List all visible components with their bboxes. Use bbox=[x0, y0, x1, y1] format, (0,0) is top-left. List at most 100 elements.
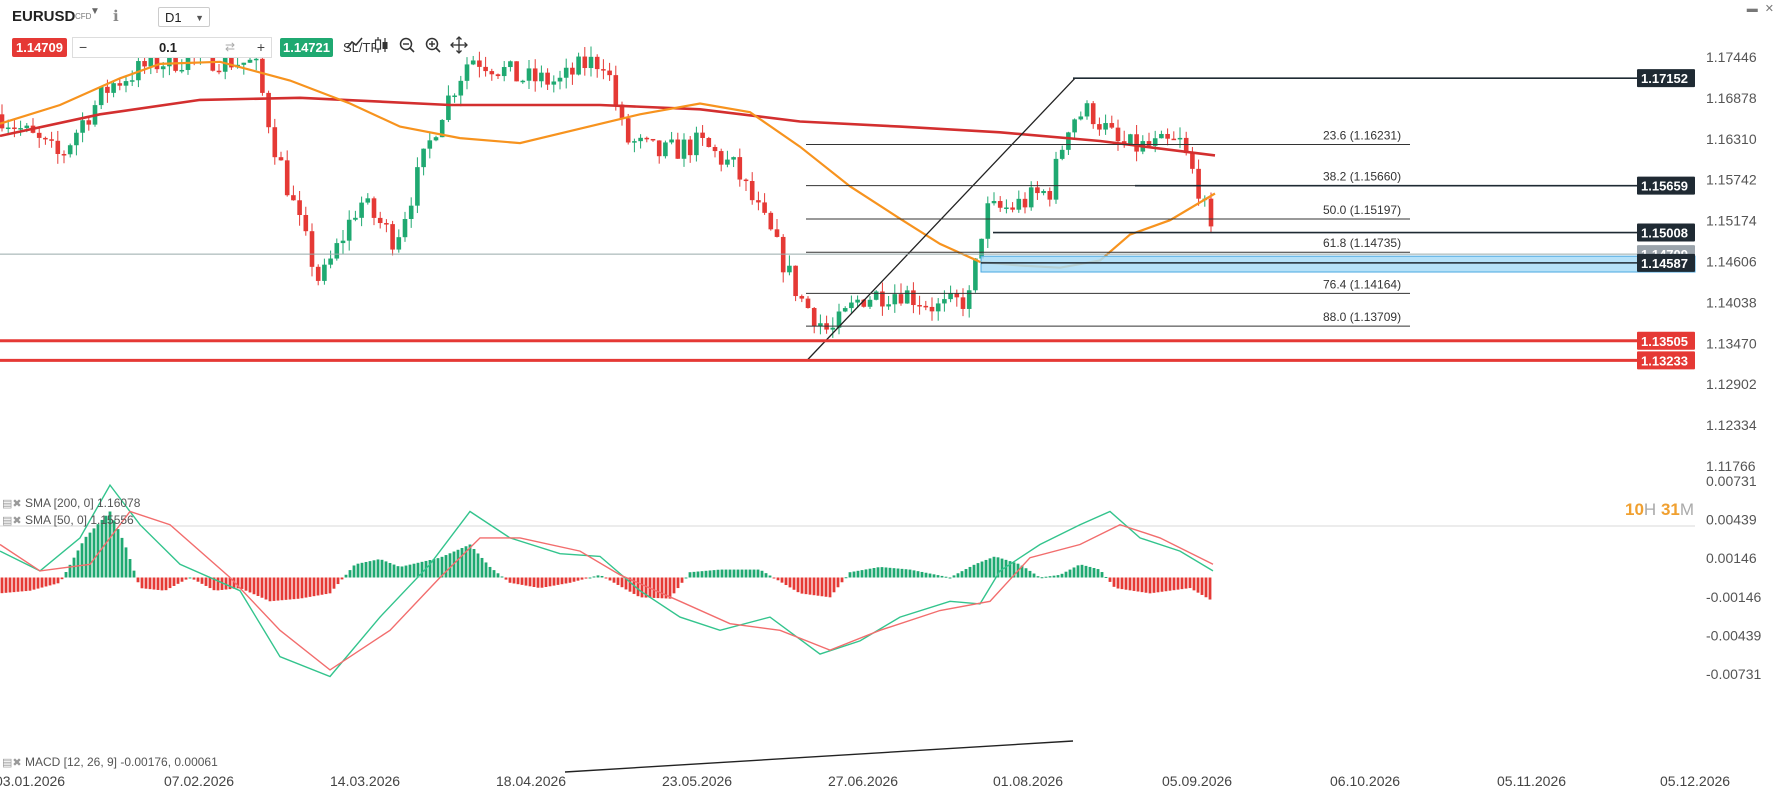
macd-histogram-bar bbox=[748, 569, 752, 578]
buy-button[interactable]: 1.14721 bbox=[280, 38, 333, 57]
macd-histogram-bar bbox=[780, 577, 784, 583]
macd-histogram-bar bbox=[768, 575, 772, 578]
sma200-legend[interactable]: ▤✖ SMA [200, 0] 1.16078 bbox=[2, 496, 140, 510]
sma50-legend[interactable]: ▤✖ SMA [50, 0] 1.15556 bbox=[2, 513, 134, 527]
sell-button[interactable]: 1.14709 bbox=[12, 38, 67, 57]
chevron-down-icon: ▼ bbox=[195, 13, 204, 23]
macd-histogram-bar bbox=[368, 561, 372, 578]
macd-histogram-bar bbox=[44, 577, 48, 587]
macd-histogram-bar bbox=[4, 577, 8, 593]
info-icon[interactable]: ℹ bbox=[113, 8, 119, 25]
macd-histogram-bar bbox=[348, 570, 352, 578]
candle-body bbox=[563, 67, 569, 78]
candle-body bbox=[526, 68, 532, 81]
macd-histogram-bar bbox=[660, 577, 664, 599]
candle-body bbox=[247, 59, 253, 63]
candle-body bbox=[1109, 123, 1115, 128]
legend-menu-icon[interactable]: ▤✖ bbox=[2, 498, 22, 510]
candle-body bbox=[495, 74, 501, 77]
macd-legend[interactable]: ▤✖ MACD [12, 26, 9] -0.00176, 0.00061 bbox=[2, 755, 218, 769]
symbol-dropdown-icon[interactable]: ▼ bbox=[90, 6, 100, 17]
candle-body bbox=[923, 305, 929, 308]
zoom-out-icon[interactable] bbox=[399, 37, 415, 53]
fib-level-label: 50.0 (1.15197) bbox=[1323, 203, 1401, 217]
candle-body bbox=[1010, 207, 1015, 210]
macd-histogram-bar bbox=[224, 577, 228, 590]
macd-histogram-bar bbox=[312, 577, 316, 597]
macd-histogram-bar bbox=[532, 577, 536, 588]
macd-tick-label: 0.00731 bbox=[1706, 473, 1757, 489]
increase-button[interactable]: + bbox=[256, 39, 265, 55]
macd-histogram-bar bbox=[752, 569, 756, 578]
x-tick-label: 27.06.2026 bbox=[828, 773, 898, 789]
close-icon[interactable]: ✕ bbox=[1764, 3, 1774, 15]
candle-body bbox=[997, 201, 1003, 208]
candle-body bbox=[142, 61, 147, 67]
macd-histogram-bar bbox=[1156, 577, 1160, 593]
y-tick-label: 1.11766 bbox=[1706, 458, 1756, 474]
candle-body bbox=[309, 231, 315, 267]
macd-histogram-bar bbox=[684, 577, 688, 579]
macd-histogram-bar bbox=[892, 568, 896, 578]
candle-body bbox=[173, 51, 178, 71]
macd-histogram-bar bbox=[576, 577, 580, 581]
y-tick-label: 1.16878 bbox=[1706, 90, 1757, 106]
macd-histogram-bar bbox=[1008, 561, 1012, 578]
sltp-button[interactable]: SL/TP bbox=[343, 40, 380, 55]
candle-body bbox=[911, 290, 916, 306]
quantity-input[interactable]: 0.1 bbox=[158, 40, 178, 55]
candle-body bbox=[1171, 138, 1177, 141]
candle-body bbox=[948, 293, 953, 300]
candle-body bbox=[756, 200, 761, 203]
candle-body bbox=[1072, 119, 1077, 133]
quantity-stepper[interactable]: − 0.1 ⇄ + bbox=[72, 37, 272, 58]
candle-body bbox=[1066, 132, 1071, 150]
macd-histogram-bar bbox=[276, 577, 280, 601]
legend-menu-icon[interactable]: ▤✖ bbox=[2, 515, 22, 527]
macd-histogram-bar bbox=[640, 577, 644, 598]
macd-histogram-bar bbox=[944, 576, 948, 578]
macd-histogram-bar bbox=[516, 577, 520, 585]
macd-histogram-bar bbox=[140, 577, 144, 589]
macd-histogram-bar bbox=[808, 577, 812, 595]
candle-body bbox=[663, 142, 668, 157]
candle-body bbox=[377, 217, 383, 224]
macd-histogram-bar bbox=[48, 577, 52, 586]
macd-histogram-bar bbox=[24, 577, 28, 592]
macd-histogram-bar bbox=[96, 524, 100, 578]
macd-histogram-bar bbox=[912, 570, 916, 578]
macd-histogram-bar bbox=[256, 577, 260, 596]
macd-histogram-bar bbox=[376, 559, 380, 578]
macd-histogram-bar bbox=[600, 575, 604, 578]
macd-histogram-bar bbox=[20, 577, 24, 592]
candle-body bbox=[855, 299, 860, 303]
candle-body bbox=[123, 81, 129, 86]
macd-histogram-bar bbox=[104, 515, 108, 578]
macd-histogram-bar bbox=[1164, 577, 1168, 592]
zoom-in-icon[interactable] bbox=[425, 37, 441, 53]
decrease-button[interactable]: − bbox=[79, 39, 88, 55]
candle-body bbox=[588, 56, 594, 69]
candlestick-icon[interactable] bbox=[374, 37, 388, 53]
candle-body bbox=[650, 138, 656, 141]
macd-histogram-bar bbox=[1028, 570, 1032, 578]
candle-body bbox=[607, 70, 612, 76]
legend-menu-icon[interactable]: ▤✖ bbox=[2, 757, 22, 769]
macd-tick-label: -0.00731 bbox=[1706, 666, 1761, 682]
y-tick-label: 1.12334 bbox=[1706, 417, 1757, 433]
candle-body bbox=[489, 71, 495, 75]
line-chart-icon[interactable] bbox=[346, 37, 363, 49]
candle-body bbox=[1004, 207, 1009, 209]
macd-label: MACD [12, 26, 9] -0.00176, 0.00061 bbox=[24, 755, 218, 769]
candle-body bbox=[966, 290, 972, 309]
timeframe-select[interactable]: D1 ▼ bbox=[158, 7, 210, 27]
minimize-icon[interactable]: ▬ bbox=[1746, 3, 1758, 15]
symbol-name[interactable]: EURUSD bbox=[12, 8, 76, 25]
candle-body bbox=[80, 120, 85, 133]
macd-histogram-bar bbox=[1168, 577, 1172, 591]
macd-histogram-bar bbox=[1048, 576, 1052, 578]
chart-tools bbox=[346, 36, 468, 54]
move-icon[interactable] bbox=[450, 36, 468, 54]
swap-icon[interactable]: ⇄ bbox=[225, 40, 236, 54]
